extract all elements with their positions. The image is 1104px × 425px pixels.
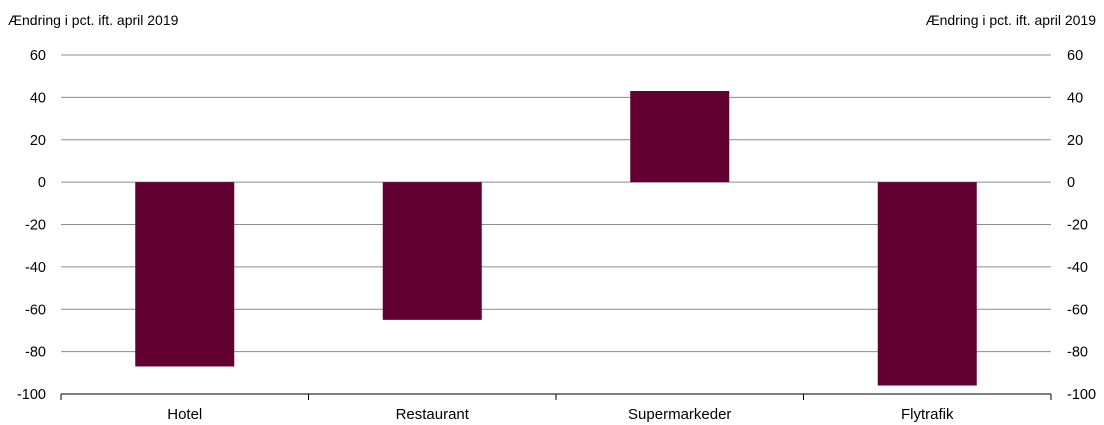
y-tick-label-left: -60 [25,302,46,318]
category-labels: Hotel Restaurant Supermarkeder Flytrafik [167,406,954,423]
y-tick-label-right: -40 [1067,260,1088,276]
y-tick-label-left: -20 [25,218,46,234]
y-tick-label-left: 20 [30,133,46,149]
y-tick-label-right: 40 [1067,90,1083,106]
bar-hotel [135,182,235,367]
y-tick-label-left: 40 [30,90,46,106]
y-tick-label-right: -60 [1067,302,1088,318]
left-axis-unit-label: Ændring i pct. ift. april 2019 [8,12,179,28]
bar-restaurant [382,182,482,320]
y-tick-label-right: -80 [1067,345,1088,361]
right-y-axis-ticks: 60 40 20 0 -20 -40 -60 -80 -100 [1067,48,1096,403]
y-tick-label-left: 0 [38,175,46,191]
y-tick-label-right: 60 [1067,48,1083,64]
y-tick-label-left: -100 [17,387,46,403]
category-label: Restaurant [396,406,470,423]
x-axis-ticks [60,394,1052,400]
bars [135,91,977,386]
bar-supermarkeder [630,91,730,183]
category-label: Supermarkeder [628,406,731,423]
left-y-axis-ticks: 60 40 20 0 -20 -40 -60 -80 -100 [17,48,46,403]
y-tick-label-left: 60 [30,48,46,64]
category-label: Hotel [167,406,202,423]
bar-flytrafik [877,182,977,386]
y-tick-label-right: 20 [1067,133,1083,149]
y-tick-label-left: -40 [25,260,46,276]
y-tick-label-left: -80 [25,345,46,361]
y-tick-label-right: -20 [1067,218,1088,234]
y-tick-label-right: -100 [1067,387,1096,403]
right-axis-unit-label: Ændring i pct. ift. april 2019 [926,12,1097,28]
y-tick-label-right: 0 [1067,175,1075,191]
category-label: Flytrafik [901,406,954,423]
